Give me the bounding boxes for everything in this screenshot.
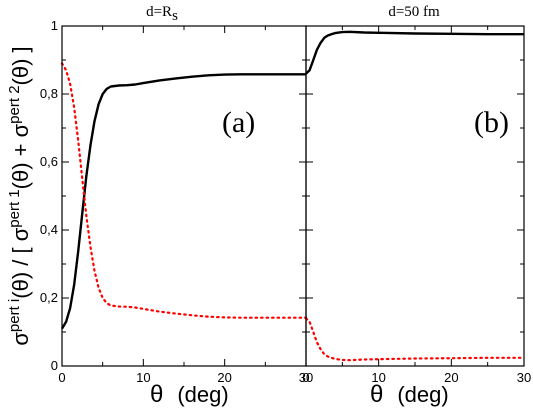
x-tick-label: 0	[302, 370, 309, 385]
panel-b-ticks: 0 10 20 30	[302, 25, 531, 385]
x-tick-label: 20	[217, 370, 231, 385]
panel-b: d=50 fm 0 10 20 30 (b)	[302, 4, 531, 385]
series-solid-black	[60, 73, 306, 330]
panel-b-frame	[305, 25, 525, 367]
x-tick-label: 20	[444, 370, 458, 385]
y-tick-label: 0,4	[40, 222, 58, 237]
y-tick-label: 1	[51, 18, 58, 33]
series-dotted-red	[60, 62, 308, 319]
series-solid-black	[305, 30, 524, 75]
x-tick-label: 30	[299, 370, 313, 385]
x-tick-label: 10	[371, 370, 385, 385]
y-tick-label: 0,6	[40, 154, 58, 169]
panel-a-series	[60, 62, 308, 330]
panel-b-title: d=50 fm	[388, 4, 440, 20]
panel-b-series	[304, 30, 526, 362]
panel-b-label: (b)	[474, 106, 509, 139]
panel-a-title: d=Rs	[146, 4, 178, 24]
y-tick-label: 0	[51, 358, 58, 373]
panel-a-label: (a)	[222, 106, 255, 139]
series-dotted-red	[304, 317, 526, 362]
x-axis-label-a: θ (deg)	[150, 381, 229, 408]
x-axis-label-b: θ (deg)	[370, 381, 449, 408]
y-tick-label: 0,8	[40, 86, 58, 101]
y-tick-label: 0,2	[40, 290, 58, 305]
x-tick-label: 30	[517, 370, 531, 385]
x-tick-label: 0	[58, 370, 65, 385]
x-tick-label: 10	[136, 370, 150, 385]
y-axis-label: σpert i(θ) / [ σpert 1(θ) + σpert 2(θ) ]	[6, 46, 33, 345]
